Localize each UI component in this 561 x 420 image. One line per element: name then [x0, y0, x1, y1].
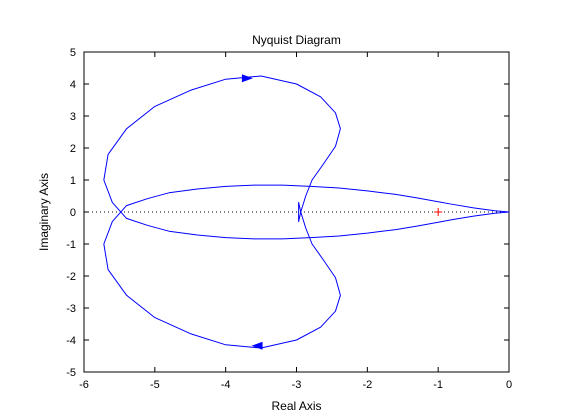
x-tick-label: -5	[150, 379, 160, 391]
x-tick-label: -4	[221, 379, 231, 391]
direction-arrow-2	[251, 341, 263, 350]
x-tick-label: -1	[433, 379, 443, 391]
y-tick-label: 2	[70, 143, 76, 155]
x-tick-label: -3	[292, 379, 302, 391]
y-tick-label: -4	[66, 335, 76, 347]
y-tick-label: -5	[66, 367, 76, 379]
x-tick-label: 0	[506, 379, 512, 391]
nyquist-curve-1	[103, 75, 510, 349]
y-tick-label: -2	[66, 271, 76, 283]
y-tick-label: 4	[70, 79, 76, 91]
y-tick-label: 3	[70, 111, 76, 123]
y-tick-label: -3	[66, 303, 76, 315]
y-tick-label: 1	[70, 175, 76, 187]
chart-title: Nyquist Diagram	[252, 33, 341, 47]
x-tick-label: -2	[362, 379, 372, 391]
y-tick-label: -1	[66, 239, 76, 251]
y-tick-label: 5	[70, 47, 76, 59]
x-axis-label: Real Axis	[271, 399, 321, 413]
x-tick-label: -6	[79, 379, 89, 391]
y-axis-label: Imaginary Axis	[37, 173, 51, 251]
direction-arrow-1	[241, 74, 253, 83]
y-tick-label: 0	[70, 207, 76, 219]
